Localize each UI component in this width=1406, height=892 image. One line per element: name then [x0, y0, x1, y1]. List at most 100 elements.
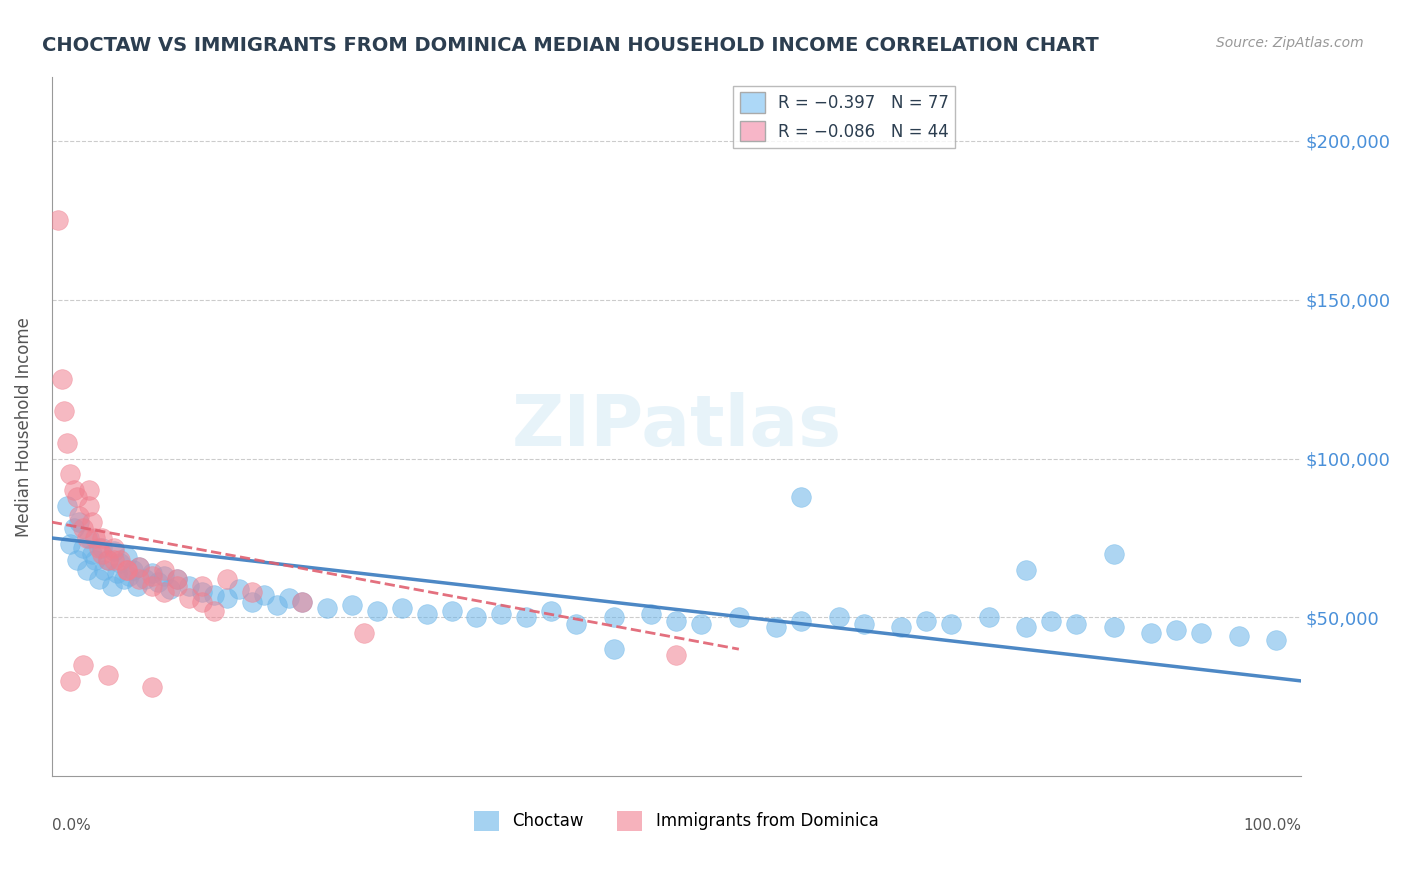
Point — [1040, 614, 1063, 628]
Point — [90, 547, 112, 561]
Point — [603, 642, 626, 657]
Point — [63, 521, 86, 535]
Point — [340, 598, 363, 612]
Point — [59, 467, 82, 482]
Point — [1064, 616, 1087, 631]
Point — [66, 553, 89, 567]
Point — [84, 553, 107, 567]
Point — [110, 557, 132, 571]
Point — [1227, 629, 1250, 643]
Point — [440, 604, 463, 618]
Point — [941, 616, 963, 631]
Point — [665, 614, 688, 628]
Point — [141, 569, 163, 583]
Point — [828, 610, 851, 624]
Point — [690, 616, 713, 631]
Point — [890, 620, 912, 634]
Point — [100, 579, 122, 593]
Point — [153, 585, 176, 599]
Point — [353, 626, 375, 640]
Point — [366, 604, 388, 618]
Point — [153, 569, 176, 583]
Point — [103, 553, 125, 567]
Point — [66, 490, 89, 504]
Point — [977, 610, 1000, 624]
Point — [1102, 620, 1125, 634]
Point — [118, 569, 141, 583]
Text: 0.0%: 0.0% — [52, 818, 90, 833]
Text: Source: ZipAtlas.com: Source: ZipAtlas.com — [1216, 36, 1364, 50]
Point — [166, 572, 188, 586]
Point — [80, 515, 103, 529]
Point — [115, 563, 138, 577]
Point — [46, 213, 69, 227]
Point — [640, 607, 662, 622]
Text: ZIPatlas: ZIPatlas — [512, 392, 841, 461]
Point — [665, 648, 688, 663]
Point — [915, 614, 938, 628]
Point — [153, 563, 176, 577]
Legend: R = −0.397   N = 77, R = −0.086   N = 44: R = −0.397 N = 77, R = −0.086 N = 44 — [733, 86, 956, 148]
Point — [72, 658, 94, 673]
Point — [146, 575, 169, 590]
Point — [852, 616, 875, 631]
Point — [565, 616, 588, 631]
Point — [1015, 620, 1038, 634]
Point — [76, 531, 98, 545]
Point — [76, 563, 98, 577]
Point — [115, 563, 138, 577]
Point — [112, 572, 135, 586]
Point — [89, 541, 111, 555]
Point — [765, 620, 787, 634]
Point — [240, 585, 263, 599]
Point — [790, 490, 813, 504]
Point — [266, 598, 288, 612]
Point — [179, 579, 201, 593]
Point — [166, 572, 188, 586]
Point — [103, 541, 125, 555]
Y-axis label: Median Household Income: Median Household Income — [15, 317, 32, 537]
Point — [72, 521, 94, 535]
Text: 100.0%: 100.0% — [1243, 818, 1301, 833]
Point — [97, 553, 120, 567]
Point — [110, 553, 132, 567]
Point — [240, 594, 263, 608]
Point — [166, 579, 188, 593]
Point — [90, 531, 112, 545]
Point — [1189, 626, 1212, 640]
Point — [77, 500, 100, 514]
Point — [202, 588, 225, 602]
Point — [253, 588, 276, 602]
Point — [179, 591, 201, 606]
Point — [134, 572, 156, 586]
Point — [465, 610, 488, 624]
Point — [128, 572, 150, 586]
Point — [1265, 632, 1288, 647]
Point — [540, 604, 562, 618]
Point — [63, 483, 86, 498]
Point — [603, 610, 626, 624]
Point — [90, 541, 112, 555]
Point — [228, 582, 250, 596]
Text: CHOCTAW VS IMMIGRANTS FROM DOMINICA MEDIAN HOUSEHOLD INCOME CORRELATION CHART: CHOCTAW VS IMMIGRANTS FROM DOMINICA MEDI… — [42, 36, 1099, 54]
Point — [97, 667, 120, 681]
Point — [1140, 626, 1163, 640]
Point — [1102, 547, 1125, 561]
Point — [215, 572, 238, 586]
Point — [190, 585, 212, 599]
Point — [53, 404, 76, 418]
Point — [190, 594, 212, 608]
Point — [97, 553, 120, 567]
Point — [141, 680, 163, 694]
Point — [72, 541, 94, 555]
Point — [159, 582, 181, 596]
Point — [128, 559, 150, 574]
Point — [80, 547, 103, 561]
Point — [84, 531, 107, 545]
Point — [202, 604, 225, 618]
Point — [67, 515, 90, 529]
Point — [1164, 623, 1187, 637]
Point — [105, 566, 128, 580]
Point — [1015, 563, 1038, 577]
Point — [115, 549, 138, 564]
